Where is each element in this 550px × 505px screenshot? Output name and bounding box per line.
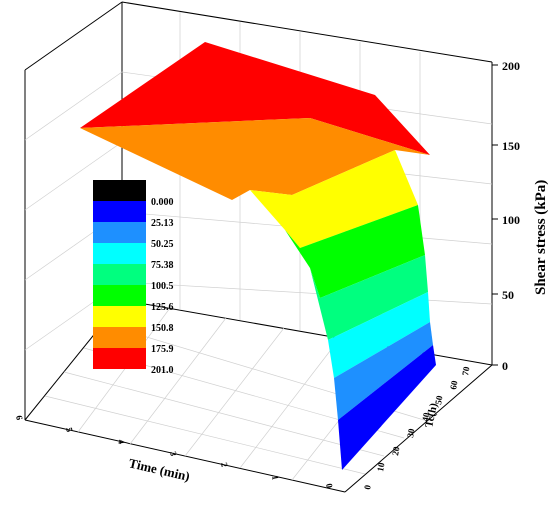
surface-band-176 [80, 118, 430, 200]
colorbar-swatch-5 [93, 285, 146, 306]
z-axis-label: Shear stress (kPa) [533, 180, 549, 295]
x-tick-label-1: 1 [270, 475, 281, 482]
y-tick-label-0: 0 [362, 484, 373, 491]
colorbar-label-2: 50.25 [151, 239, 174, 250]
colorbar-label-6: 150.8 [151, 323, 174, 334]
colorbar-label-8: 201.0 [151, 365, 174, 376]
colorbar-swatch-1 [93, 201, 146, 222]
surface-band-126 [285, 205, 425, 298]
z-tick-label-50: 50 [502, 288, 514, 302]
z-tick-label-0: 0 [502, 359, 508, 373]
x-tick-label-4: 4 [116, 439, 127, 446]
colorbar-swatch-6 [93, 306, 146, 327]
x-tick-label-6: 6 [14, 415, 25, 422]
colorbar-swatch-0 [93, 180, 146, 201]
x-axis: 0 1 2 3 4 5 6 Time (min) [14, 415, 335, 490]
y-axis: 0 10 20 30 40 50 60 70 Tc(h) [362, 365, 471, 490]
y-tick-label-40: 40 [420, 411, 431, 422]
surface [80, 42, 436, 470]
y-tick-label-10: 10 [375, 461, 386, 472]
x-tick-label-3: 3 [168, 451, 179, 458]
x-axis-label: Time (min) [127, 455, 191, 484]
colorbar-swatch-3 [93, 243, 146, 264]
colorbar-swatch-4 [93, 264, 146, 285]
z-tick-label-200: 200 [502, 59, 520, 73]
colorbar-swatch-7 [93, 327, 146, 348]
y-axis-label: Tc(h) [423, 402, 440, 429]
x-tick-label-5: 5 [64, 427, 75, 434]
colorbar: 0.000 25.13 50.25 75.38 100.5 125.6 150.… [93, 180, 174, 376]
colorbar-label-0: 0.000 [151, 197, 174, 208]
colorbar-label-3: 75.38 [151, 260, 174, 271]
z-tick-label-100: 100 [502, 213, 520, 227]
colorbar-label-4: 100.5 [151, 281, 174, 292]
surface-band-50 [334, 322, 433, 420]
surface-band-75 [328, 292, 430, 378]
x-tick-label-0: 0 [324, 483, 335, 490]
colorbar-label-1: 25.13 [151, 218, 174, 229]
y-tick-label-20: 20 [390, 445, 401, 456]
surface-band-25 [338, 345, 436, 470]
z-tick-label-150: 150 [502, 139, 520, 153]
y-tick-label-60: 60 [448, 379, 459, 390]
colorbar-swatch-2 [93, 222, 146, 243]
colorbar-label-7: 175.9 [151, 344, 174, 355]
y-tick-label-30: 30 [405, 427, 416, 438]
x-tick-label-2: 2 [219, 462, 230, 469]
colorbar-swatch-8 [93, 348, 146, 369]
surface-band-101 [310, 255, 428, 340]
y-tick-label-50: 50 [433, 394, 444, 405]
z-axis: 200 150 100 50 0 Shear stress (kPa) [492, 59, 549, 373]
y-tick-label-70: 70 [460, 365, 471, 376]
colorbar-label-5: 125.6 [151, 302, 174, 313]
surface-band-151 [250, 150, 418, 248]
surface-band-201 [80, 42, 430, 155]
